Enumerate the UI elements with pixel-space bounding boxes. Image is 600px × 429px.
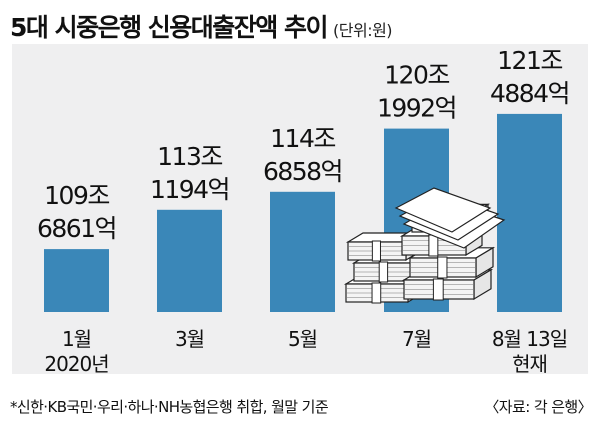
bar <box>270 191 335 312</box>
data-label: 121조 <box>497 46 562 75</box>
data-label: 109조 <box>44 181 109 210</box>
data-label: 1194억 <box>150 175 229 204</box>
data-label: 6861억 <box>37 214 116 243</box>
source-note: 〈자료: 각 은행〉 <box>484 398 592 416</box>
bar <box>497 113 562 313</box>
category-label: 1월 <box>62 327 91 351</box>
unit-label: (단위:원) <box>333 21 393 40</box>
data-label: 113조 <box>157 142 222 171</box>
money-stack-icon <box>343 187 506 304</box>
category-label: 5월 <box>288 327 317 351</box>
chart-title: 5대 시중은행 신용대출잔액 추이 <box>10 13 329 42</box>
category-label: 7월 <box>402 327 431 351</box>
category-label: 8월 13일 <box>492 327 567 351</box>
category-label: 3월 <box>175 327 204 351</box>
chart-footer: *신한·KB국민·우리·하나·NH농협은행 취합, 월말 기준 〈자료: 각 은… <box>10 396 593 417</box>
bar <box>44 249 109 312</box>
data-label: 4884억 <box>490 79 569 108</box>
data-label: 1992억 <box>377 94 456 123</box>
category-label: 2020년 <box>44 352 108 374</box>
plot-area: 109조 6861억 1월 2020년 113조 1194억 3월 114조 6858억 5월 12… <box>12 44 588 376</box>
data-label: 120조 <box>384 61 449 90</box>
data-label: 114조 <box>270 124 335 153</box>
data-label: 6858억 <box>263 157 342 186</box>
footnote: *신한·KB국민·우리·하나·NH농협은행 취합, 월말 기준 <box>10 398 329 416</box>
chart-header: 5대 시중은행 신용대출잔액 추이 (단위:원) <box>10 8 393 42</box>
bar <box>157 209 222 312</box>
category-label: 현재 <box>512 352 547 374</box>
